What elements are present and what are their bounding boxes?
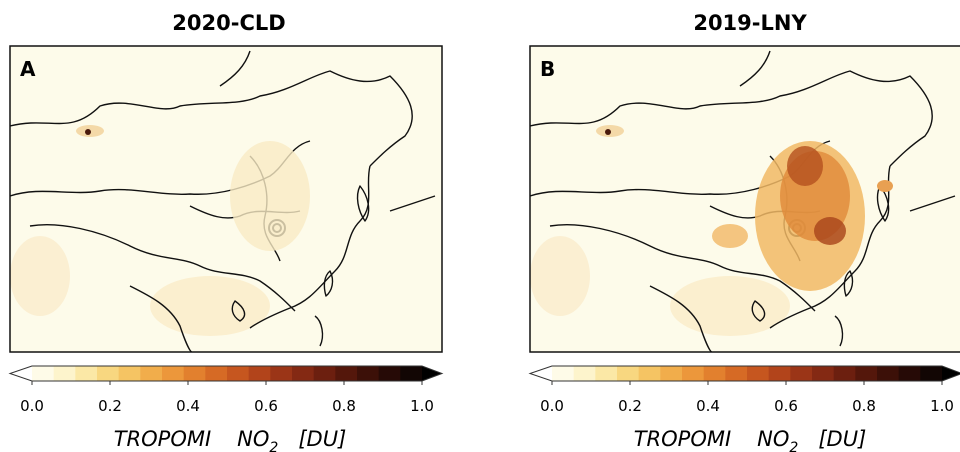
colorbar-tick-label: 1.0 bbox=[410, 397, 434, 415]
label-unit: [DU] bbox=[818, 427, 866, 451]
colorbar-swatch bbox=[162, 366, 184, 381]
colorbar-swatch bbox=[119, 366, 141, 381]
colorbar-swatch bbox=[75, 366, 97, 381]
label-quantity: NO bbox=[237, 427, 269, 451]
panel-title: 2020-CLD bbox=[172, 11, 285, 35]
panel-label: A bbox=[20, 57, 36, 81]
colorbar-tick-label: 0.4 bbox=[696, 397, 720, 415]
colorbar-tick-label: 0.8 bbox=[332, 397, 356, 415]
colorbar-swatch bbox=[574, 366, 596, 381]
colorbar-swatch bbox=[357, 366, 379, 381]
colorbar-tick-label: 0.0 bbox=[20, 397, 44, 415]
panel-a: 2020-CLD A 0.0 0.2 0.4 0.6 0.8 1.0 TROPOMI NO2 [… bbox=[10, 11, 442, 452]
colorbar-swatch bbox=[899, 366, 921, 381]
colorbar-tick-label: 0.6 bbox=[254, 397, 278, 415]
colorbar-tick-label: 0.2 bbox=[618, 397, 642, 415]
label-name: TROPOMI bbox=[114, 427, 211, 451]
colorbar-swatch bbox=[379, 366, 401, 381]
colorbar-swatch bbox=[595, 366, 617, 381]
colorbar-swatch bbox=[812, 366, 834, 381]
colorbar-swatch bbox=[682, 366, 704, 381]
colorbar-tick-label: 0.8 bbox=[852, 397, 876, 415]
label-name: TROPOMI bbox=[634, 427, 731, 451]
panel-title: 2019-LNY bbox=[693, 11, 807, 35]
map bbox=[10, 46, 442, 352]
colorbar-swatch bbox=[552, 366, 574, 381]
label-subscript: 2 bbox=[789, 440, 798, 452]
colorbar-swatch bbox=[270, 366, 292, 381]
colorbar-swatch bbox=[747, 366, 769, 381]
map bbox=[530, 46, 960, 352]
colorbar-swatch bbox=[184, 366, 206, 381]
label-subscript: 2 bbox=[269, 440, 278, 452]
label-unit: [DU] bbox=[298, 427, 346, 451]
colorbar-swatch bbox=[140, 366, 162, 381]
colorbar-tick-label: 0.0 bbox=[540, 397, 564, 415]
colorbar-swatch bbox=[834, 366, 856, 381]
panel-label: B bbox=[540, 57, 555, 81]
panel-b: 2019-LNY B 0.0 0.2 0.4 0.6 0.8 1.0 TROPOMI NO2 [… bbox=[530, 11, 960, 452]
colorbar-swatch bbox=[855, 366, 877, 381]
label-quantity: NO bbox=[757, 427, 789, 451]
figure: 2020-CLD A 0.00.20.40.60.81.0TROPOMINO2[… bbox=[0, 0, 960, 452]
colorbar-swatch bbox=[920, 366, 942, 381]
colorbar-swatch bbox=[249, 366, 271, 381]
colorbar-swatch bbox=[314, 366, 336, 381]
colorbar-extend bbox=[530, 366, 552, 381]
colorbar-swatch bbox=[205, 366, 227, 381]
colorbar-tick-label: 0.6 bbox=[774, 397, 798, 415]
colorbar-swatch bbox=[725, 366, 747, 381]
colorbar: 0.0 0.2 0.4 0.6 0.8 1.0 TROPOMI NO2 [DU] bbox=[530, 366, 960, 452]
colorbar-swatch bbox=[769, 366, 791, 381]
colorbar-swatch bbox=[227, 366, 249, 381]
colorbar-swatch bbox=[32, 366, 54, 381]
colorbar-extend bbox=[422, 366, 442, 381]
colorbar-swatch bbox=[704, 366, 726, 381]
colorbar-tick-label: 0.4 bbox=[176, 397, 200, 415]
colorbar-label: TROPOMI NO2 [DU] bbox=[634, 427, 867, 452]
colorbar-swatch bbox=[877, 366, 899, 381]
colorbar-swatch bbox=[639, 366, 661, 381]
colorbar-label: TROPOMI NO2 [DU] bbox=[114, 427, 347, 452]
colorbar-swatch bbox=[97, 366, 119, 381]
colorbar-extend bbox=[10, 366, 32, 381]
colorbar: 0.0 0.2 0.4 0.6 0.8 1.0 TROPOMI NO2 [DU] bbox=[10, 366, 442, 452]
colorbar-swatch bbox=[400, 366, 422, 381]
colorbar-tick-label: 0.2 bbox=[98, 397, 122, 415]
colorbar-swatch bbox=[54, 366, 76, 381]
colorbar-swatch bbox=[335, 366, 357, 381]
colorbar-swatch bbox=[617, 366, 639, 381]
colorbar-swatch bbox=[660, 366, 682, 381]
colorbar-swatch bbox=[292, 366, 314, 381]
colorbar-swatch bbox=[790, 366, 812, 381]
colorbar-extend bbox=[942, 366, 960, 381]
colorbar-tick-label: 1.0 bbox=[930, 397, 954, 415]
